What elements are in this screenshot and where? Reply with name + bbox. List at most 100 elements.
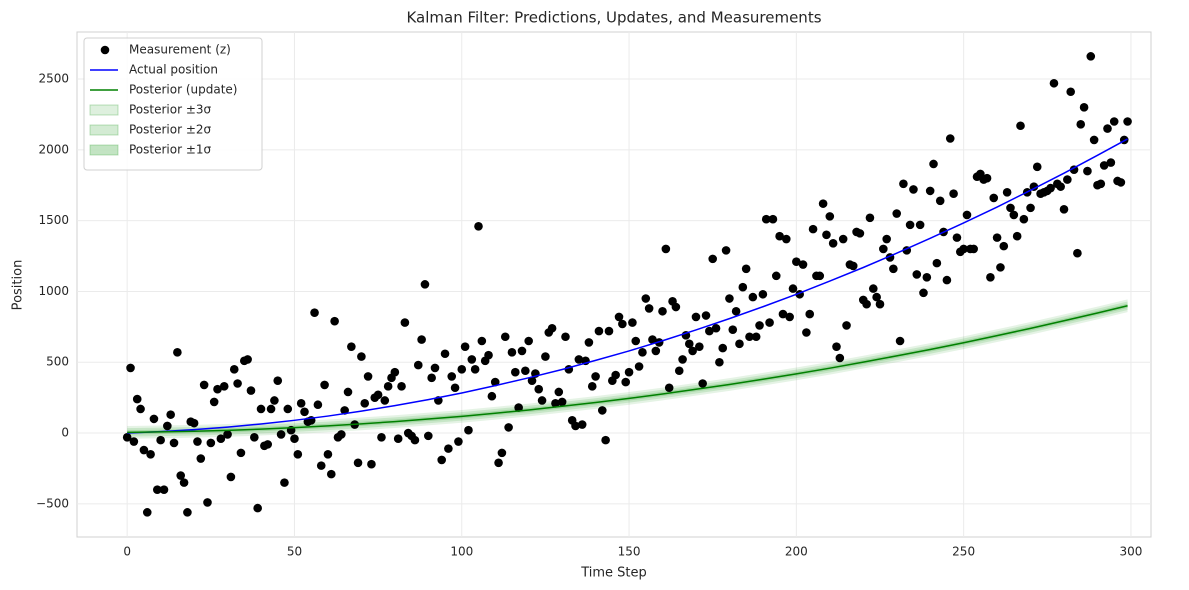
measurement-point: [761, 214, 771, 224]
measurement-point: [173, 348, 182, 357]
measurement-point: [986, 272, 995, 282]
measurement-point: [755, 321, 764, 330]
measurement-point: [1049, 78, 1059, 88]
measurement-point: [919, 288, 928, 298]
measurement-point: [735, 339, 744, 349]
measurement-point: [1106, 158, 1116, 167]
measurement-point: [276, 430, 286, 439]
x-tick-label: 250: [952, 545, 975, 559]
measurement-point: [661, 244, 671, 254]
measurement-point: [785, 312, 794, 322]
measurement-point: [467, 355, 477, 364]
measurement-point: [357, 352, 366, 361]
measurement-point: [905, 220, 915, 230]
measurement-point: [664, 383, 674, 393]
measurement-point: [320, 380, 329, 390]
measurement-point: [708, 254, 718, 264]
legend-marker: [89, 124, 119, 136]
measurement-point: [300, 407, 309, 417]
measurement-point: [584, 338, 594, 347]
measurement-point: [323, 449, 333, 459]
measurement-point: [313, 400, 323, 410]
measurement-point: [822, 230, 831, 240]
measurement-point: [684, 339, 694, 349]
measurement-point: [424, 431, 433, 441]
measurement-point: [367, 459, 376, 469]
measurement-point: [855, 229, 865, 238]
measurement-point: [250, 433, 259, 442]
measurement-point: [731, 306, 741, 316]
measurement-point: [430, 363, 440, 373]
measurement-point: [1076, 120, 1086, 129]
measurement-point: [390, 367, 400, 377]
measurement-point: [1026, 203, 1035, 213]
measurement-point: [169, 438, 179, 448]
measurement-point: [199, 380, 209, 390]
measurement-point: [524, 336, 533, 346]
measurement-point: [527, 376, 537, 385]
measurement-point: [634, 362, 644, 371]
measurement-point: [952, 233, 962, 242]
measurement-point: [534, 384, 544, 394]
measurement-point: [1089, 135, 1099, 145]
measurement-point: [868, 284, 878, 293]
measurement-point: [1046, 183, 1055, 193]
measurement-point: [842, 321, 851, 330]
measurement-point: [380, 396, 390, 405]
measurement-point: [427, 373, 436, 383]
measurement-point: [992, 233, 1002, 242]
legend-marker: [100, 45, 110, 55]
measurement-point: [417, 335, 426, 344]
measurement-point: [805, 309, 815, 319]
measurement-point: [1066, 87, 1076, 97]
measurement-point: [400, 318, 410, 327]
measurement-point: [420, 280, 430, 289]
measurement-point: [457, 365, 467, 374]
measurement-point: [949, 189, 958, 199]
measurement-point: [280, 478, 289, 487]
measurement-point: [209, 397, 219, 407]
measurement-point: [601, 435, 610, 445]
measurement-point: [487, 391, 497, 401]
measurement-point: [741, 264, 751, 274]
y-tick-label: 2500: [38, 72, 69, 86]
measurement-point: [996, 263, 1005, 272]
measurement-point: [1063, 175, 1072, 184]
measurement-point: [728, 325, 738, 334]
measurement-point: [678, 355, 687, 364]
measurement-point: [892, 209, 902, 218]
measurement-point: [256, 404, 266, 414]
measurement-point: [353, 458, 363, 468]
measurement-point: [862, 299, 871, 309]
y-tick-label: 2000: [38, 142, 69, 156]
measurement-point: [296, 399, 306, 408]
measurement-point: [163, 421, 172, 431]
measurement-point: [1086, 52, 1096, 61]
measurement-point: [574, 355, 584, 364]
measurement-point: [450, 383, 460, 393]
measurement-point: [758, 289, 768, 299]
y-tick-label: 1500: [38, 213, 69, 227]
measurement-point: [658, 306, 667, 316]
measurement-point: [1116, 178, 1126, 187]
measurement-point: [815, 271, 825, 281]
measurement-point: [782, 234, 791, 244]
measurement-point: [848, 261, 858, 271]
measurement-point: [895, 336, 905, 346]
sigma-band: [127, 299, 1128, 439]
measurement-point: [1029, 182, 1039, 191]
measurement-point: [929, 159, 938, 169]
measurement-point: [517, 346, 527, 356]
x-tick-label: 150: [618, 545, 641, 559]
x-tick-label: 100: [450, 545, 473, 559]
legend-label: Posterior (update): [129, 83, 238, 97]
measurement-point: [621, 377, 631, 387]
measurement-point: [715, 357, 724, 367]
y-tick-label: 500: [46, 355, 69, 369]
measurement-point: [537, 396, 547, 405]
legend-label: Posterior ±2σ: [129, 123, 212, 137]
measurement-point: [484, 350, 493, 360]
measurement-point: [748, 292, 758, 302]
measurement-point: [738, 282, 748, 292]
